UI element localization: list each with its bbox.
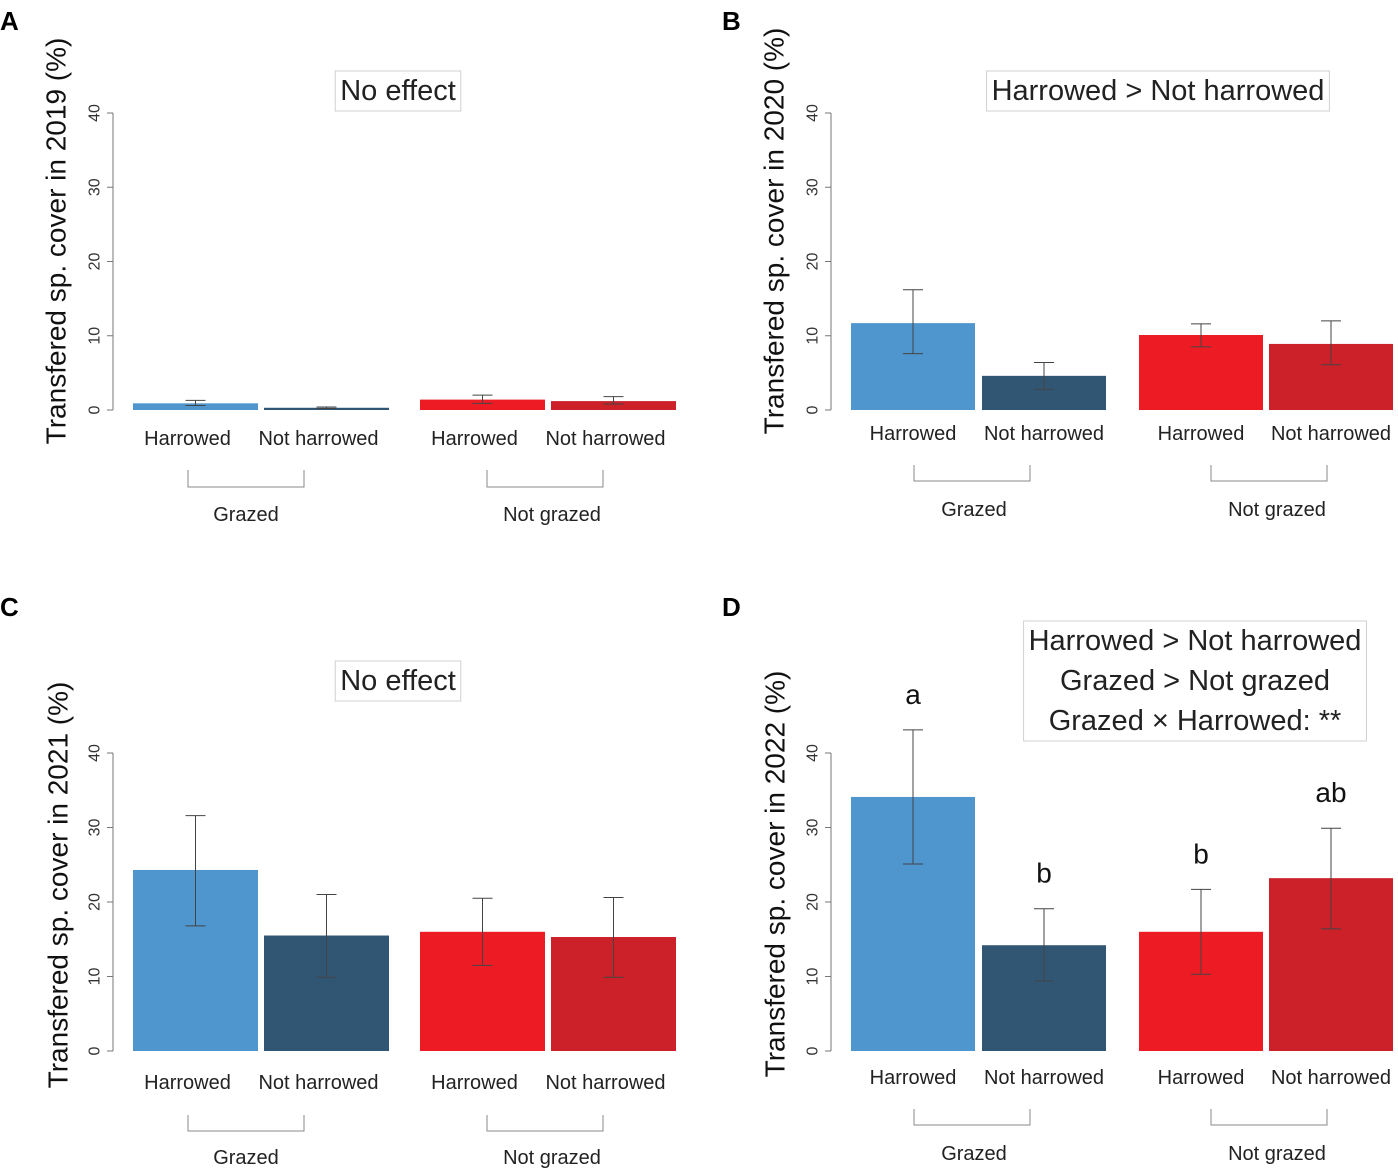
group-bracket (187, 470, 305, 488)
annotation-frame (334, 660, 462, 702)
y-axis-title: Transfered sp. cover in 2021 (%) (43, 682, 74, 1089)
panel-c: C Transfered sp. cover in 2021 (%) 0 10 20 30… (0, 592, 676, 1169)
annotation-text: Harrowed > Not harrowed (1029, 625, 1362, 657)
group-label: Not grazed (1228, 499, 1326, 521)
category-label: Harrowed (1158, 423, 1245, 445)
category-label: Not harrowed (258, 1072, 378, 1094)
group-bracket (486, 470, 604, 488)
group-bracket (913, 1109, 1031, 1126)
y-tick-label: 20 (87, 253, 104, 271)
category-label: Harrowed (431, 428, 518, 450)
category-label: Not harrowed (984, 1067, 1104, 1089)
bar-grazed-harrowed (133, 403, 258, 410)
y-tick-label: 40 (87, 744, 104, 762)
annotation-box: Harrowed > Not harrowed Grazed > Not graz… (1023, 620, 1367, 742)
y-axis-title: Transfered sp. cover in 2022 (%) (760, 671, 791, 1078)
group-label: Grazed (941, 1143, 1007, 1165)
annotation-box: No effect (334, 70, 462, 112)
group-label: Grazed (213, 1147, 279, 1169)
significance-letter: b (1193, 838, 1209, 869)
significance-letter: b (1036, 858, 1052, 889)
group-label: Grazed (213, 504, 279, 526)
y-tick-label: 0 (805, 405, 822, 414)
group-label: Not grazed (503, 504, 601, 526)
y-tick-label: 30 (805, 178, 822, 196)
group-bracket (187, 1115, 305, 1132)
category-label: Harrowed (870, 423, 957, 445)
category-label: Not harrowed (1271, 1067, 1391, 1089)
category-label: Not harrowed (984, 423, 1104, 445)
y-tick-label: 40 (805, 744, 822, 762)
significance-letter: ab (1315, 777, 1346, 808)
group-bracket (1210, 1109, 1328, 1126)
category-label: Not harrowed (1271, 423, 1391, 445)
category-label: Not harrowed (545, 1072, 665, 1094)
bar-not-grazed-harrowed (420, 399, 545, 410)
panel-letter: B (722, 6, 741, 36)
significance-letter: a (905, 679, 921, 710)
annotation-text: Grazed × Harrowed: ** (1049, 705, 1342, 737)
y-tick-label: 40 (805, 104, 822, 122)
group-bracket (486, 1115, 604, 1132)
annotation-frame (1023, 620, 1367, 742)
panel-letter: D (722, 592, 741, 622)
y-tick-label: 0 (87, 1046, 104, 1055)
bar-not-grazed-harrowed (1139, 335, 1263, 410)
y-tick-label: 10 (805, 968, 822, 986)
category-label: Harrowed (144, 428, 231, 450)
category-label: Not harrowed (545, 428, 665, 450)
panel-d: D Transfered sp. cover in 2022 (%) 0 10 20 30… (722, 592, 1393, 1165)
category-label: Harrowed (431, 1072, 518, 1094)
category-label: Harrowed (1158, 1067, 1245, 1089)
y-tick-label: 30 (87, 819, 104, 837)
y-tick-label: 40 (87, 104, 104, 122)
y-tick-label: 10 (87, 327, 104, 345)
annotation-text: Grazed > Not grazed (1060, 665, 1330, 697)
panel-a: A Transfered sp. cover in 2019 (%) 0 10 20 30… (0, 6, 676, 526)
annotation-box: Harrowed > Not harrowed (986, 70, 1330, 112)
bar-not-grazed-not-harrowed (551, 401, 676, 410)
category-label: Harrowed (870, 1067, 957, 1089)
group-bracket (913, 465, 1031, 482)
y-tick-label: 30 (87, 178, 104, 196)
annotation-text: No effect (340, 75, 456, 107)
panel-letter: A (0, 6, 19, 36)
group-label: Grazed (941, 499, 1007, 521)
category-label: Not harrowed (258, 428, 378, 450)
annotation-frame (986, 70, 1330, 112)
category-label: Harrowed (144, 1072, 231, 1094)
group-label: Not grazed (1228, 1143, 1326, 1165)
annotation-frame (334, 70, 462, 112)
y-tick-label: 30 (805, 819, 822, 837)
y-tick-label: 10 (87, 968, 104, 986)
y-tick-label: 20 (87, 893, 104, 911)
y-tick-label: 10 (805, 327, 822, 345)
y-tick-label: 0 (805, 1046, 822, 1055)
y-tick-label: 0 (87, 405, 104, 414)
group-bracket (1210, 465, 1328, 482)
group-label: Not grazed (503, 1147, 601, 1169)
annotation-text: Harrowed > Not harrowed (992, 75, 1325, 107)
annotation-text: No effect (340, 665, 456, 697)
y-tick-label: 20 (805, 253, 822, 271)
annotation-box: No effect (334, 660, 462, 702)
y-axis-title: Transfered sp. cover in 2019 (%) (41, 38, 72, 445)
y-tick-label: 20 (805, 893, 822, 911)
y-axis-title: Transfered sp. cover in 2020 (%) (759, 28, 790, 435)
panel-letter: C (0, 592, 19, 622)
panel-b: B Transfered sp. cover in 2020 (%) 0 10 20 30… (722, 6, 1393, 521)
